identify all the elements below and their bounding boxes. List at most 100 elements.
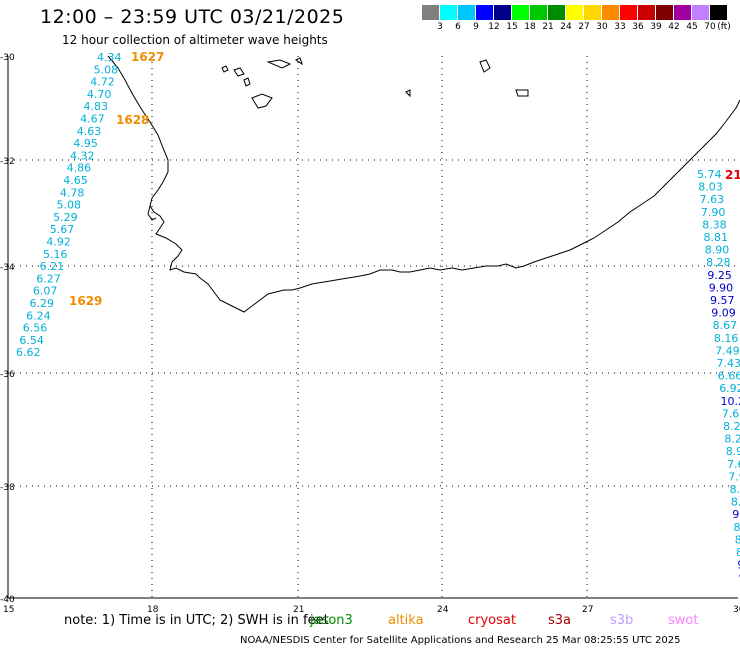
pass-time-labels: 1627 1628 1629 21 (69, 50, 740, 308)
lon-tick-label: 27 (582, 605, 593, 615)
swh-value: 4.32 (70, 149, 95, 162)
swh-value: 6.54 (19, 334, 44, 347)
satellite-s3a: s3a (548, 613, 572, 628)
satellite-swot: swot (668, 613, 699, 628)
lat-tick-label: -38 (0, 483, 15, 493)
swh-value: 8.20 (723, 420, 740, 433)
legend-unit: (ft) (717, 22, 731, 32)
legend-label: 30 (596, 22, 608, 32)
swh-value: 4.70 (87, 88, 112, 101)
cape-peninsula-coast (147, 205, 157, 221)
swh-value: 6.62 (16, 346, 41, 359)
legend-swatch (620, 5, 637, 20)
swh-value: 8.9 (726, 445, 740, 458)
lat-tick-label: -40 (0, 595, 15, 605)
pass-time-label: 1628 (116, 113, 149, 127)
swh-value: 5.67 (50, 223, 75, 236)
swh-value: 8.03 (698, 181, 723, 194)
swh-value: 4.34 (97, 51, 122, 64)
swh-value: 8.16 (714, 332, 739, 345)
legend-swatch (602, 5, 619, 20)
swh-value: 6.92 (719, 382, 740, 395)
legend-label: 24 (560, 22, 572, 32)
swh-value: 4.65 (63, 174, 88, 187)
legend-label: 27 (578, 22, 590, 32)
lon-tick-label: 30 (733, 605, 740, 615)
legend-swatch (494, 5, 511, 20)
swh-value: 8.67 (713, 319, 738, 332)
legend-swatch (566, 5, 583, 20)
inland-lake-outlines (221, 57, 529, 109)
legend-label: 39 (650, 22, 662, 32)
legend-label: 12 (488, 22, 500, 32)
swh-value: 5.29 (53, 211, 78, 224)
legend-swatch (674, 5, 691, 20)
satellite-altika: altika (388, 613, 424, 628)
pass-time-label: 1629 (69, 294, 102, 308)
swh-value: 6.56 (23, 322, 48, 335)
swh-value: 7.49 (715, 344, 740, 357)
legend-swatch (422, 5, 439, 20)
swh-value: 9.09 (711, 307, 736, 320)
legend-swatch (710, 5, 727, 20)
east-altimeter-track: 5.748.037.637.908.388.818.908.289.259.90… (697, 168, 740, 584)
map-frame (7, 56, 738, 599)
legend-swatch (512, 5, 529, 20)
legend-label: 6 (455, 22, 461, 32)
swh-value: 8. (734, 521, 740, 534)
swh-value: 9.57 (710, 294, 735, 307)
swh-value: 4.95 (73, 137, 98, 150)
swh-value: 4.78 (60, 186, 85, 199)
lat-tick-label: -34 (0, 263, 15, 273)
legend-swatch (584, 5, 601, 20)
legend-label: 9 (473, 22, 479, 32)
credit-line: NOAA/NESDIS Center for Satellite Applica… (240, 635, 681, 646)
legend-label: 45 (686, 22, 698, 32)
legend-swatch (692, 5, 709, 20)
swh-value: 5.08 (57, 199, 82, 212)
swh-value: 6.21 (40, 260, 65, 273)
lon-tick-label: 24 (437, 605, 449, 615)
swh-value: 6.29 (30, 297, 55, 310)
swh-value: 4.63 (77, 125, 102, 138)
legend-swatch (458, 5, 475, 20)
lon-tick-label: 15 (3, 605, 14, 615)
swh-value: 6.66 (718, 370, 740, 383)
lat-tick-label: -36 (0, 370, 15, 380)
swh-value: 8.28 (706, 256, 731, 269)
swh-value: 8.0 (731, 496, 740, 509)
swh-value: 6.07 (33, 285, 58, 298)
legend-label: 21 (542, 22, 554, 32)
swh-value: 9 (739, 571, 740, 584)
pass-time-label: 1627 (131, 50, 164, 64)
swh-value: 4.92 (46, 236, 71, 249)
swh-value: 8.38 (702, 218, 727, 231)
swh-value: 7.6 (727, 458, 740, 471)
satellite-jason3: jason3 (310, 613, 353, 628)
swh-value: 4.86 (67, 162, 92, 175)
lon-tick-label: 21 (293, 605, 304, 615)
pass-time-label: 21 (725, 168, 740, 182)
swh-value: 7.63 (700, 193, 725, 206)
swh-value: 8 (736, 546, 740, 559)
note-text: note: 1) Time is in UTC; 2) SWH is in fe… (64, 613, 329, 628)
coastline (107, 55, 740, 313)
swh-value: 8. (735, 533, 740, 546)
swh-value: 4.67 (80, 113, 105, 126)
legend-label: 3 (437, 22, 443, 32)
swh-value: 8.90 (705, 244, 730, 257)
legend-swatch (440, 5, 457, 20)
swh-value: 6.27 (36, 272, 61, 285)
swh-value: 4.72 (90, 76, 115, 89)
west-altimeter-track: 4.345.084.724.704.834.674.634.954.324.86… (16, 51, 122, 359)
legend-label: 70 (704, 22, 716, 32)
legend-label: 36 (632, 22, 644, 32)
swh-value: 8.22 (724, 433, 740, 446)
page-title: 12:00 – 23:59 UTC 03/21/2025 (40, 6, 345, 28)
legend-label: 33 (614, 22, 626, 32)
swh-value: 9 (737, 559, 740, 572)
swh-value: 5.74 (697, 168, 722, 181)
swh-value: 7.43 (717, 357, 740, 370)
